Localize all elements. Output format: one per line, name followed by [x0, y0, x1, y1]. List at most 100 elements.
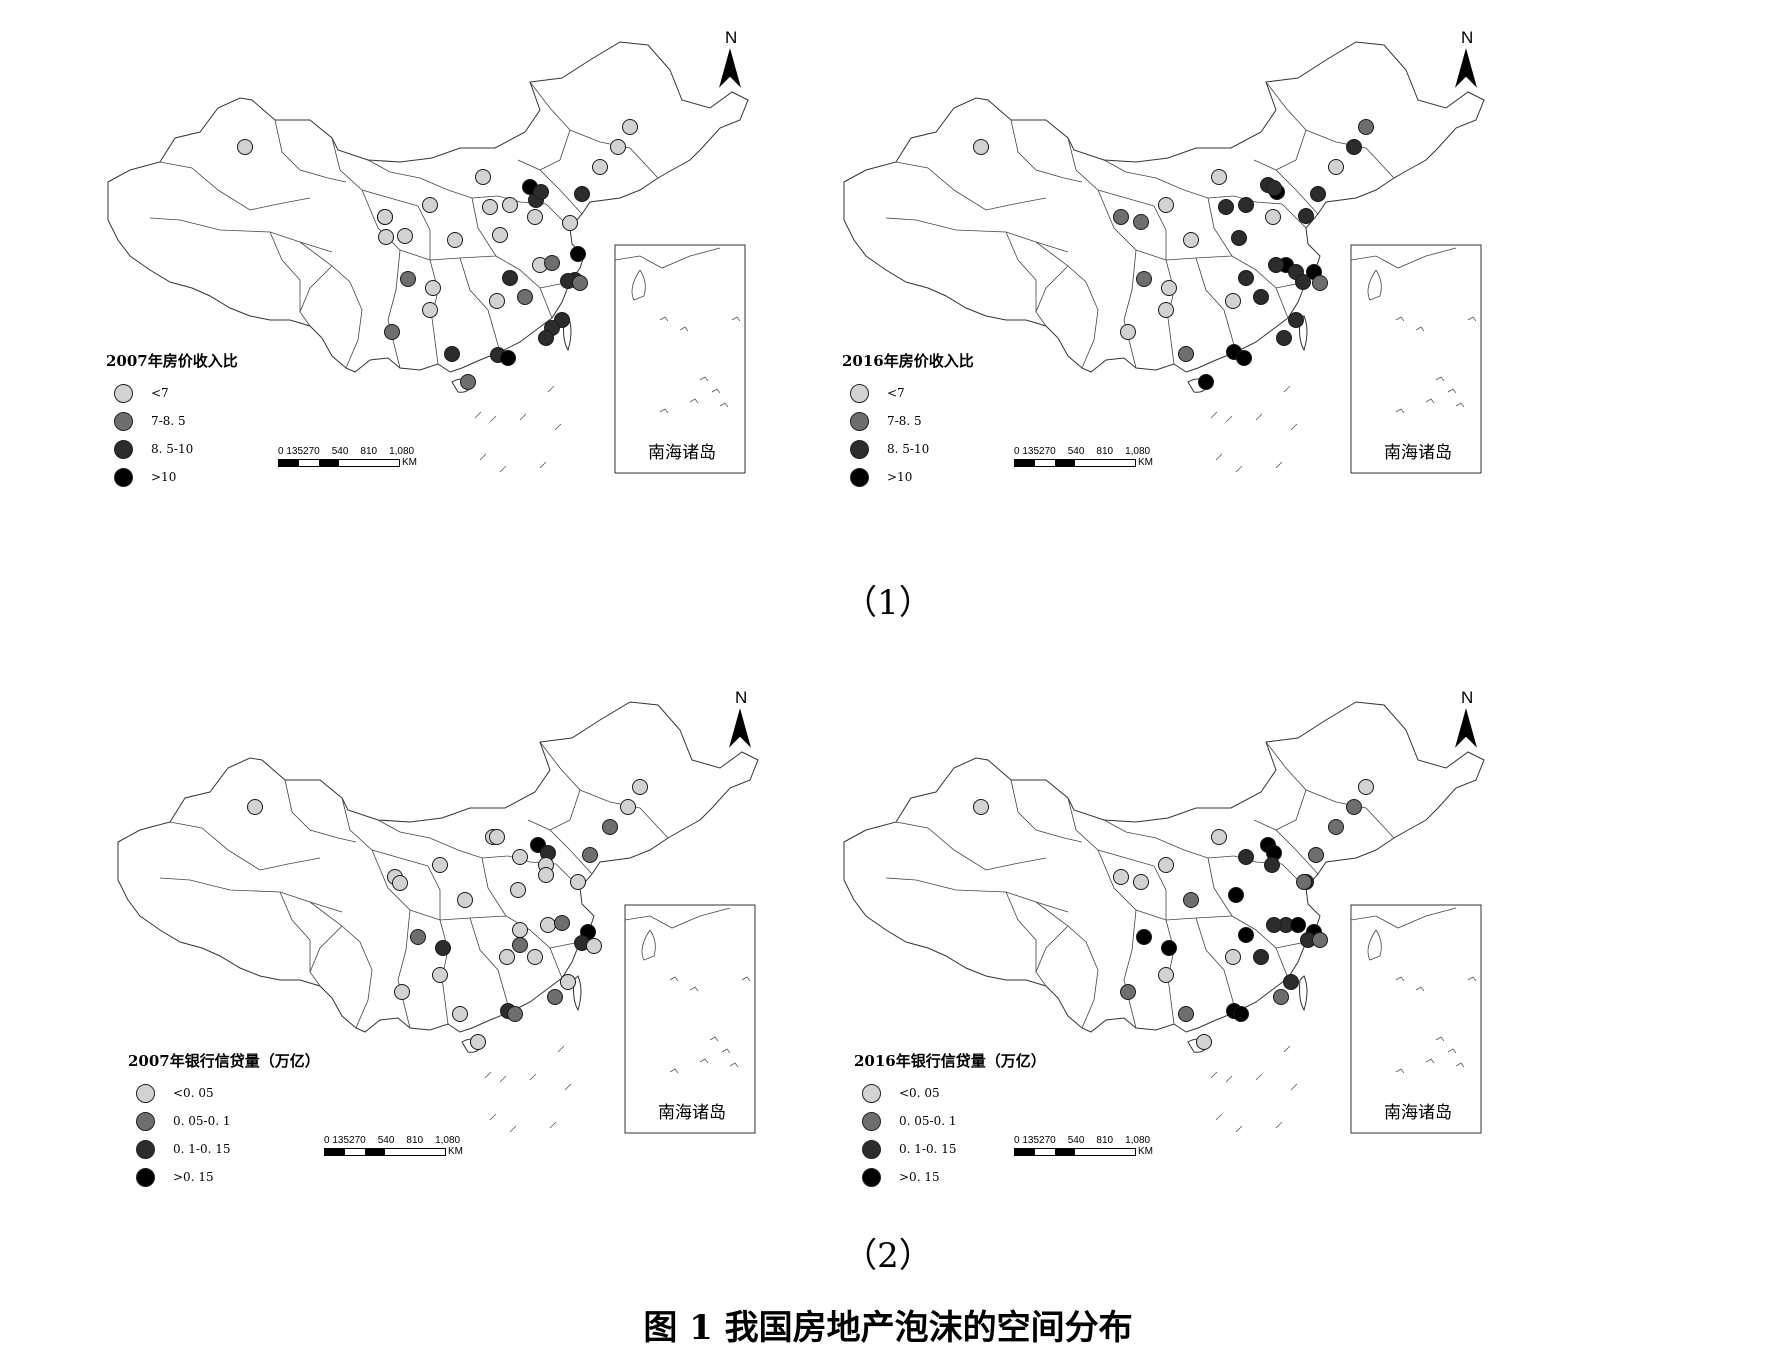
- city-marker: [1133, 214, 1149, 230]
- province-boundary: [1207, 857, 1233, 917]
- city-marker: [1290, 917, 1306, 933]
- legend-label: >10: [887, 470, 913, 484]
- legend-swatch: [850, 467, 869, 487]
- city-marker: [1310, 186, 1326, 202]
- province-boundary: [1123, 909, 1137, 1029]
- legend-swatch: [136, 1111, 155, 1131]
- island-mark: [557, 1045, 565, 1053]
- scale-tick: 540: [331, 446, 349, 457]
- city-marker: [1328, 159, 1344, 175]
- inset-island: [699, 1058, 709, 1064]
- city-marker: [1158, 302, 1174, 318]
- province-boundary: [1010, 119, 1083, 183]
- legend-label: 0. 1-0. 15: [899, 1142, 957, 1156]
- city-marker: [1218, 199, 1234, 215]
- row-label-1: （1）: [843, 583, 933, 623]
- city-marker: [512, 937, 528, 953]
- province-boundary: [1035, 925, 1069, 987]
- island-mark: [564, 1083, 572, 1091]
- inset-island: [1467, 976, 1477, 982]
- city-marker: [502, 197, 518, 213]
- legend-label: 0. 05-0. 1: [173, 1114, 231, 1128]
- north-arrow-label: N: [1461, 28, 1474, 47]
- inset-island: [719, 402, 729, 408]
- province-boundary: [1195, 917, 1237, 1013]
- island-mark: [499, 465, 507, 473]
- scale-tick: 1,080: [1125, 446, 1151, 457]
- legend-item-2: 0. 05-0. 1: [854, 1107, 1046, 1135]
- scale-bar: 0 135270 540 810 1,080 KM: [278, 446, 417, 468]
- island-mark: [1275, 461, 1283, 469]
- inset-island: [659, 408, 669, 414]
- province-boundary: [529, 81, 659, 179]
- legend-swatch: [114, 439, 133, 459]
- city-marker: [510, 882, 526, 898]
- city-marker: [1196, 1034, 1212, 1050]
- island-mark: [1283, 385, 1291, 393]
- city-marker: [1120, 984, 1136, 1000]
- legend-swatch: [114, 467, 133, 487]
- island-mark: [1290, 1083, 1298, 1091]
- island-mark: [489, 415, 497, 423]
- province-boundary: [1035, 241, 1099, 369]
- map-panel-loan-2007: N 2007年银行信贷量（万亿） <0. 05 0. 05-0. 1 0. 1-…: [110, 680, 870, 1200]
- city-marker: [973, 139, 989, 155]
- scale-tick: 540: [1067, 446, 1085, 457]
- inset-coastline: [614, 247, 721, 301]
- city-marker: [1211, 169, 1227, 185]
- province-boundary: [1207, 197, 1233, 257]
- north-arrow-icon: [719, 48, 741, 88]
- province-boundary: [549, 789, 581, 831]
- island-mark: [519, 413, 527, 421]
- scale-bar-graphic: [278, 458, 400, 467]
- city-marker: [384, 324, 400, 340]
- city-marker: [1264, 857, 1280, 873]
- province-boundary: [1123, 249, 1137, 369]
- province-boundary: [159, 161, 311, 211]
- province-boundary: [459, 257, 501, 353]
- scale-tick: 1,080: [1125, 1135, 1151, 1146]
- legend-swatch: [862, 1167, 881, 1187]
- legend-label: <7: [887, 386, 905, 400]
- legend-swatch: [136, 1139, 155, 1159]
- island-mark: [1290, 423, 1298, 431]
- city-marker: [1298, 208, 1314, 224]
- city-marker: [489, 829, 505, 845]
- legend-label: 0. 1-0. 15: [173, 1142, 231, 1156]
- inset-island: [699, 376, 709, 382]
- legend-item-1: <7: [842, 379, 974, 407]
- china-map: [107, 41, 749, 474]
- province-boundary: [1265, 81, 1395, 179]
- legend-label: 7-8. 5: [151, 414, 186, 428]
- province-boundary: [1103, 819, 1235, 859]
- legend-swatch: [862, 1083, 881, 1103]
- province-boundary: [895, 161, 1047, 211]
- island-mark: [1210, 1071, 1218, 1079]
- city-marker: [1198, 374, 1214, 390]
- island-mark: [1275, 1121, 1283, 1129]
- city-marker: [574, 186, 590, 202]
- city-marker: [237, 139, 253, 155]
- city-marker: [410, 929, 426, 945]
- north-arrow-icon: [1455, 708, 1477, 748]
- city-marker: [1158, 197, 1174, 213]
- legend-item-1: <0. 05: [854, 1079, 1046, 1107]
- city-marker: [377, 209, 393, 225]
- city-marker: [527, 209, 543, 225]
- legend-swatch: [850, 411, 869, 431]
- map-panel-hp-2016: N 2016年房价收入比 <7 7-8. 5 8. 5-10 >10 0 135…: [836, 20, 1596, 540]
- scale-tick: 810: [360, 446, 378, 457]
- province-boundary: [331, 137, 419, 207]
- country-outline: [843, 701, 1485, 1033]
- island-mark: [529, 1073, 537, 1081]
- province-boundary: [481, 857, 507, 917]
- inset-island: [689, 986, 699, 992]
- island-mark: [539, 461, 547, 469]
- city-marker: [1238, 197, 1254, 213]
- scale-bar-graphic: [1014, 458, 1136, 467]
- city-marker: [1346, 139, 1362, 155]
- city-marker: [1113, 209, 1129, 225]
- city-marker: [1358, 779, 1374, 795]
- city-marker: [554, 915, 570, 931]
- inset-island: [1455, 1062, 1465, 1068]
